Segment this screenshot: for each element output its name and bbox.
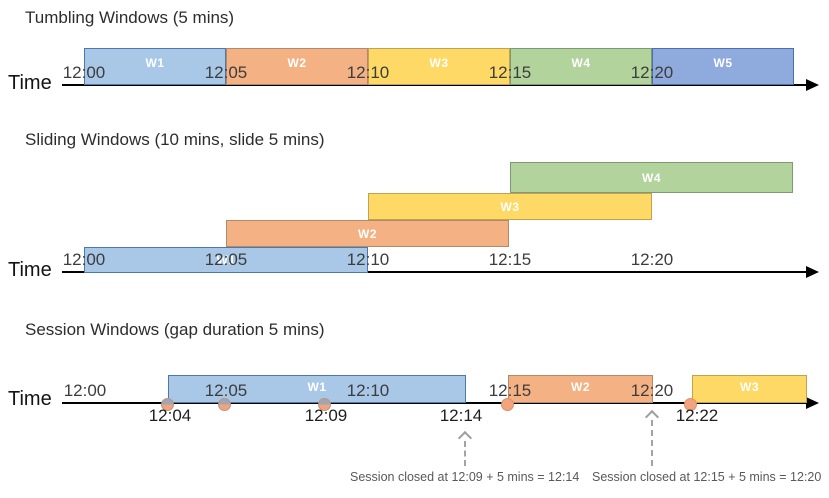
session-close-annotation: Session closed at 12:15 + 5 mins = 12:20	[592, 470, 822, 484]
sliding-timeline-arrowhead-icon	[806, 266, 819, 278]
session-timeline-axis	[62, 402, 807, 404]
window-label: W2	[287, 55, 307, 70]
session-window-w3: W3	[692, 375, 807, 403]
event-dot-icon	[218, 398, 231, 411]
tick-label: 12:00	[63, 381, 107, 400]
window-label: W3	[429, 55, 449, 70]
session-close-annotation: Session closed at 12:09 + 5 mins = 12:14	[350, 470, 580, 484]
tumbling-timeline-axis	[62, 84, 807, 86]
sliding-window-w4: W4	[510, 162, 793, 193]
window-label: W1	[307, 380, 327, 394]
event-time-label: 12:04	[148, 406, 192, 425]
tumbling-timeline-arrowhead-icon	[806, 79, 819, 91]
window-label: W3	[500, 199, 520, 214]
tick-label: 12:10	[346, 63, 390, 82]
tick-label: 12:20	[630, 250, 674, 269]
tumbling-window-w3: W3	[368, 48, 510, 85]
tick-label: 12:00	[62, 63, 106, 82]
event-dot-icon	[501, 398, 514, 411]
tick-label: 12:00	[62, 250, 106, 269]
tick-label: 12:10	[346, 381, 390, 400]
sliding-window-w1: W1	[84, 247, 368, 273]
window-label: W3	[740, 380, 759, 394]
tumbling-window-w1: W1	[84, 48, 226, 85]
session-window-w2: W2	[508, 375, 653, 403]
tumbling-time-axis-label: Time	[8, 72, 52, 94]
tick-label: 12:15	[488, 63, 532, 82]
sliding-window-w2: W2	[226, 220, 509, 247]
sliding-section-title: Sliding Windows (10 mins, slide 5 mins)	[25, 130, 325, 149]
tumbling-window-w4: W4	[510, 48, 652, 85]
event-time-label: 12:09	[304, 406, 348, 425]
session-timeline-arrowhead-icon	[806, 397, 819, 409]
tick-label: 12:15	[488, 250, 532, 269]
window-label: W2	[571, 380, 590, 394]
tumbling-window-w2: W2	[226, 48, 368, 85]
tick-label: 12:20	[630, 381, 674, 400]
sliding-window-w3: W3	[368, 193, 652, 220]
tumbling-section-title: Tumbling Windows (5 mins)	[25, 8, 235, 27]
tick-label: 12:05	[204, 250, 248, 269]
event-dot-icon	[318, 398, 331, 411]
session-close-dashed-arrow	[651, 420, 653, 466]
tick-label: 12:10	[346, 250, 390, 269]
session-close-dashed-arrow	[464, 441, 466, 466]
tick-label: 12:15	[488, 381, 532, 400]
session-section-title: Session Windows (gap duration 5 mins)	[25, 320, 325, 339]
tick-label: 12:05	[204, 381, 248, 400]
sliding-time-axis-label: Time	[8, 259, 52, 281]
event-dot-icon	[161, 398, 174, 411]
window-label: W1	[145, 55, 165, 70]
window-label: W4	[571, 55, 591, 70]
window-label: W2	[358, 226, 377, 241]
sliding-timeline-axis	[62, 271, 807, 273]
session-time-axis-label: Time	[8, 388, 52, 410]
tick-label: 12:20	[630, 63, 674, 82]
event-time-label: 12:22	[675, 406, 719, 425]
window-label: W5	[713, 55, 733, 70]
session-window-w1: W1	[168, 375, 466, 403]
window-label: W1	[216, 253, 236, 267]
event-time-label: 12:14	[439, 406, 483, 425]
event-dot-icon	[684, 398, 697, 411]
tick-label: 12:05	[204, 63, 248, 82]
window-label: W4	[642, 170, 661, 185]
tumbling-window-w5: W5	[652, 48, 794, 85]
